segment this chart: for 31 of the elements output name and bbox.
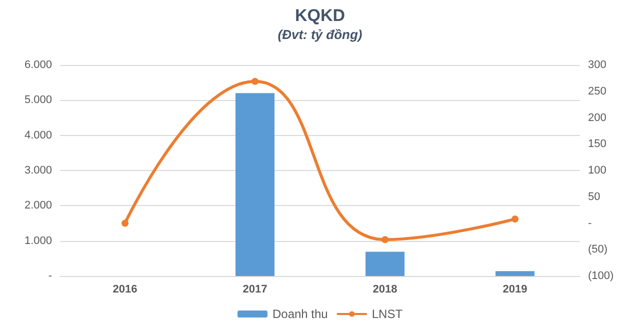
y-tick-label: 5.000 [24,94,52,106]
chart-subtitle: (Đvt: tỷ đồng) [278,27,362,42]
x-tick-label: 2016 [112,284,138,296]
y-tick-label: 2.000 [24,200,52,212]
y2-tick-label: (100) [588,270,614,282]
y2-tick-label: 50 [588,190,600,203]
bar [496,271,534,276]
y2-tick-label: (50) [588,244,608,256]
y-tick-label: - [48,270,52,282]
y2-tick-label: 100 [588,164,606,176]
chart-title: KQKD [294,6,346,25]
y-tick-label: 4.000 [24,129,52,142]
bar [236,93,274,276]
legend-label: Doanh thu [272,307,328,321]
y2-tick-label: 300 [588,59,606,71]
point [122,220,128,227]
y2-tick-label: 250 [588,85,606,98]
y-tick-label: 6.000 [24,59,52,71]
x-tick-label: 2019 [502,284,528,296]
y2-tick-label: 200 [588,112,606,124]
bar [366,252,404,276]
y2-tick-label: 150 [588,138,606,150]
x-tick-label: 2017 [242,284,268,296]
y2-tick-label: - [588,217,592,230]
y-tick-label: 1.000 [24,234,52,247]
legend-label: LNST [372,307,404,321]
x-tick-label: 2018 [372,284,398,296]
y-tick-label: 3.000 [24,164,52,176]
point [252,78,258,85]
point [512,216,518,223]
point [382,236,388,244]
